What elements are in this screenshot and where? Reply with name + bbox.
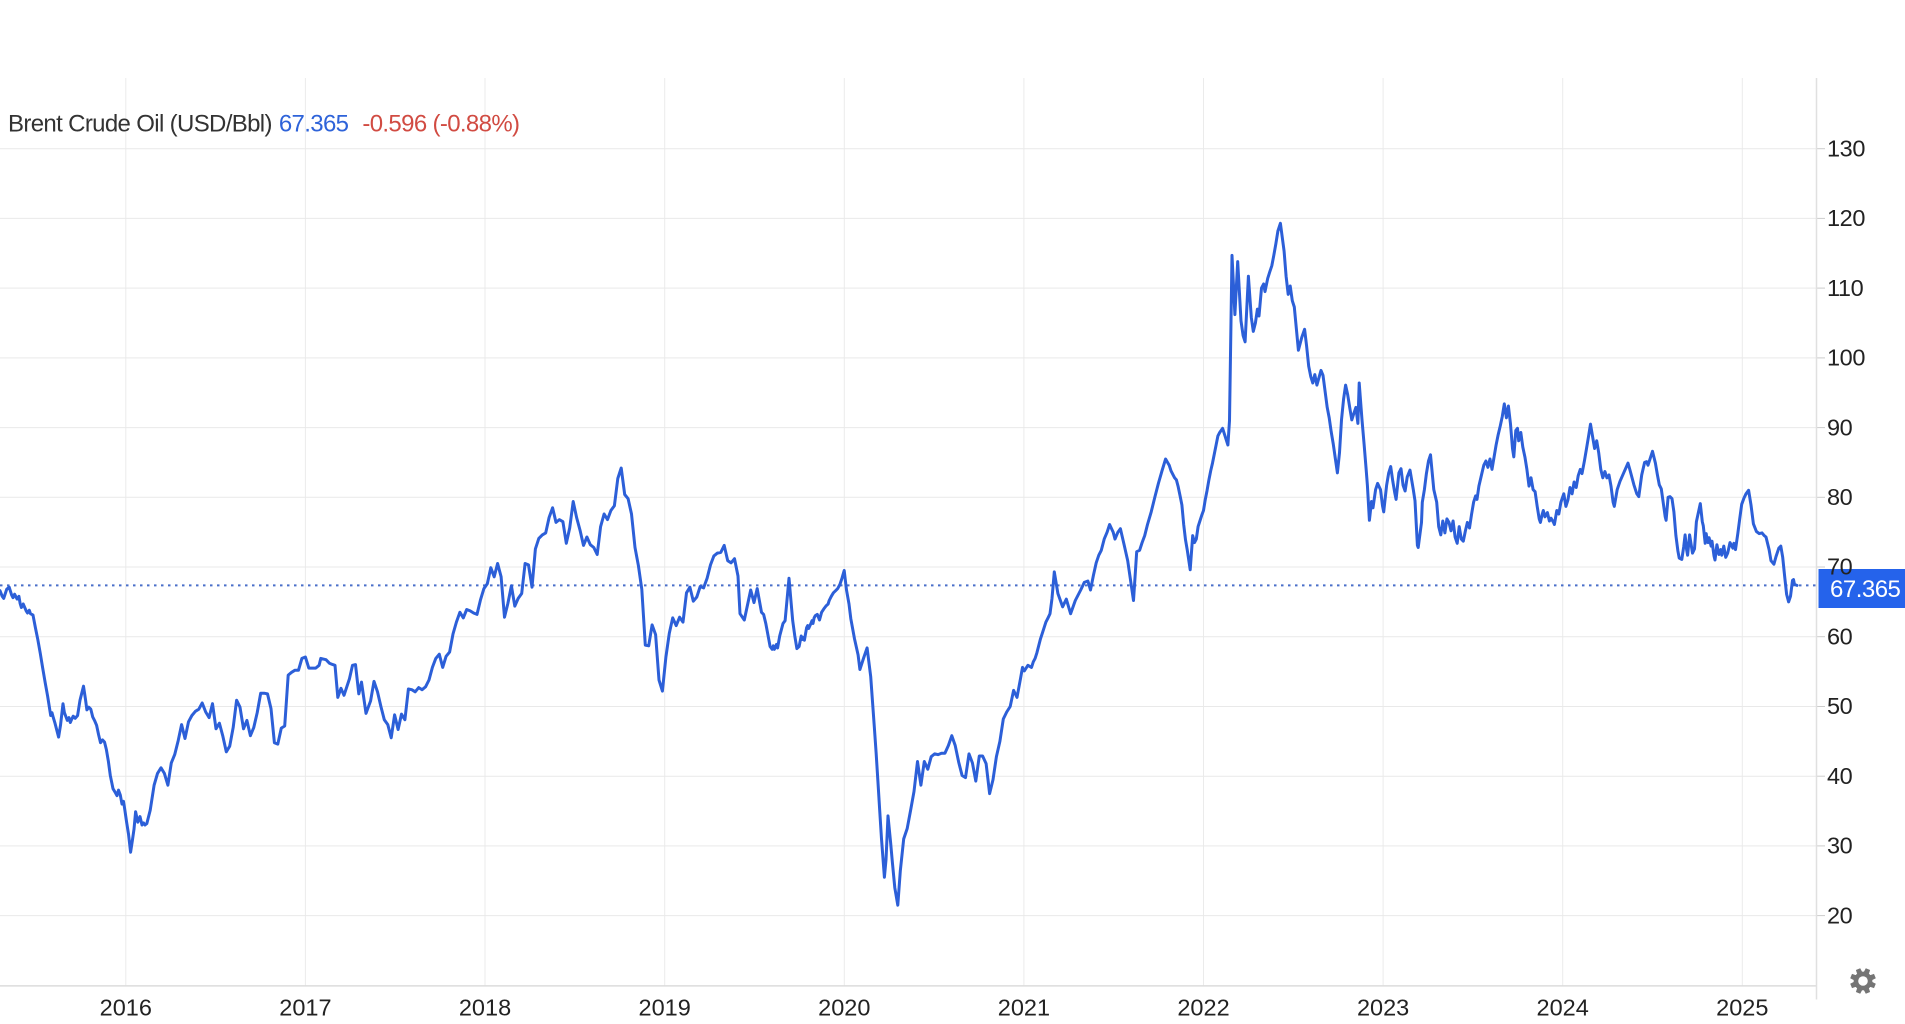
svg-text:2024: 2024 bbox=[1537, 995, 1589, 1021]
svg-text:2016: 2016 bbox=[100, 995, 152, 1021]
svg-text:2020: 2020 bbox=[818, 995, 870, 1021]
svg-text:70: 70 bbox=[1827, 554, 1853, 580]
svg-text:2019: 2019 bbox=[639, 995, 691, 1021]
svg-text:2025: 2025 bbox=[1716, 995, 1768, 1021]
svg-text:120: 120 bbox=[1827, 205, 1865, 231]
svg-text:2023: 2023 bbox=[1357, 995, 1409, 1021]
svg-text:2021: 2021 bbox=[998, 995, 1050, 1021]
svg-text:30: 30 bbox=[1827, 833, 1853, 859]
svg-text:2018: 2018 bbox=[459, 995, 511, 1021]
svg-text:130: 130 bbox=[1827, 135, 1865, 161]
svg-text:20: 20 bbox=[1827, 902, 1853, 928]
svg-text:67.365: 67.365 bbox=[1830, 576, 1901, 603]
svg-text:50: 50 bbox=[1827, 693, 1853, 719]
svg-text:Brent Crude Oil (USD/Bbl)67.36: Brent Crude Oil (USD/Bbl) 67.365 -0.596 (-… bbox=[8, 111, 519, 138]
svg-text:2017: 2017 bbox=[279, 995, 331, 1021]
svg-text:40: 40 bbox=[1827, 763, 1853, 789]
svg-text:2022: 2022 bbox=[1177, 995, 1229, 1021]
svg-text:100: 100 bbox=[1827, 345, 1865, 371]
svg-text:60: 60 bbox=[1827, 623, 1853, 649]
svg-text:80: 80 bbox=[1827, 484, 1853, 510]
svg-text:90: 90 bbox=[1827, 414, 1853, 440]
svg-text:110: 110 bbox=[1827, 275, 1864, 301]
